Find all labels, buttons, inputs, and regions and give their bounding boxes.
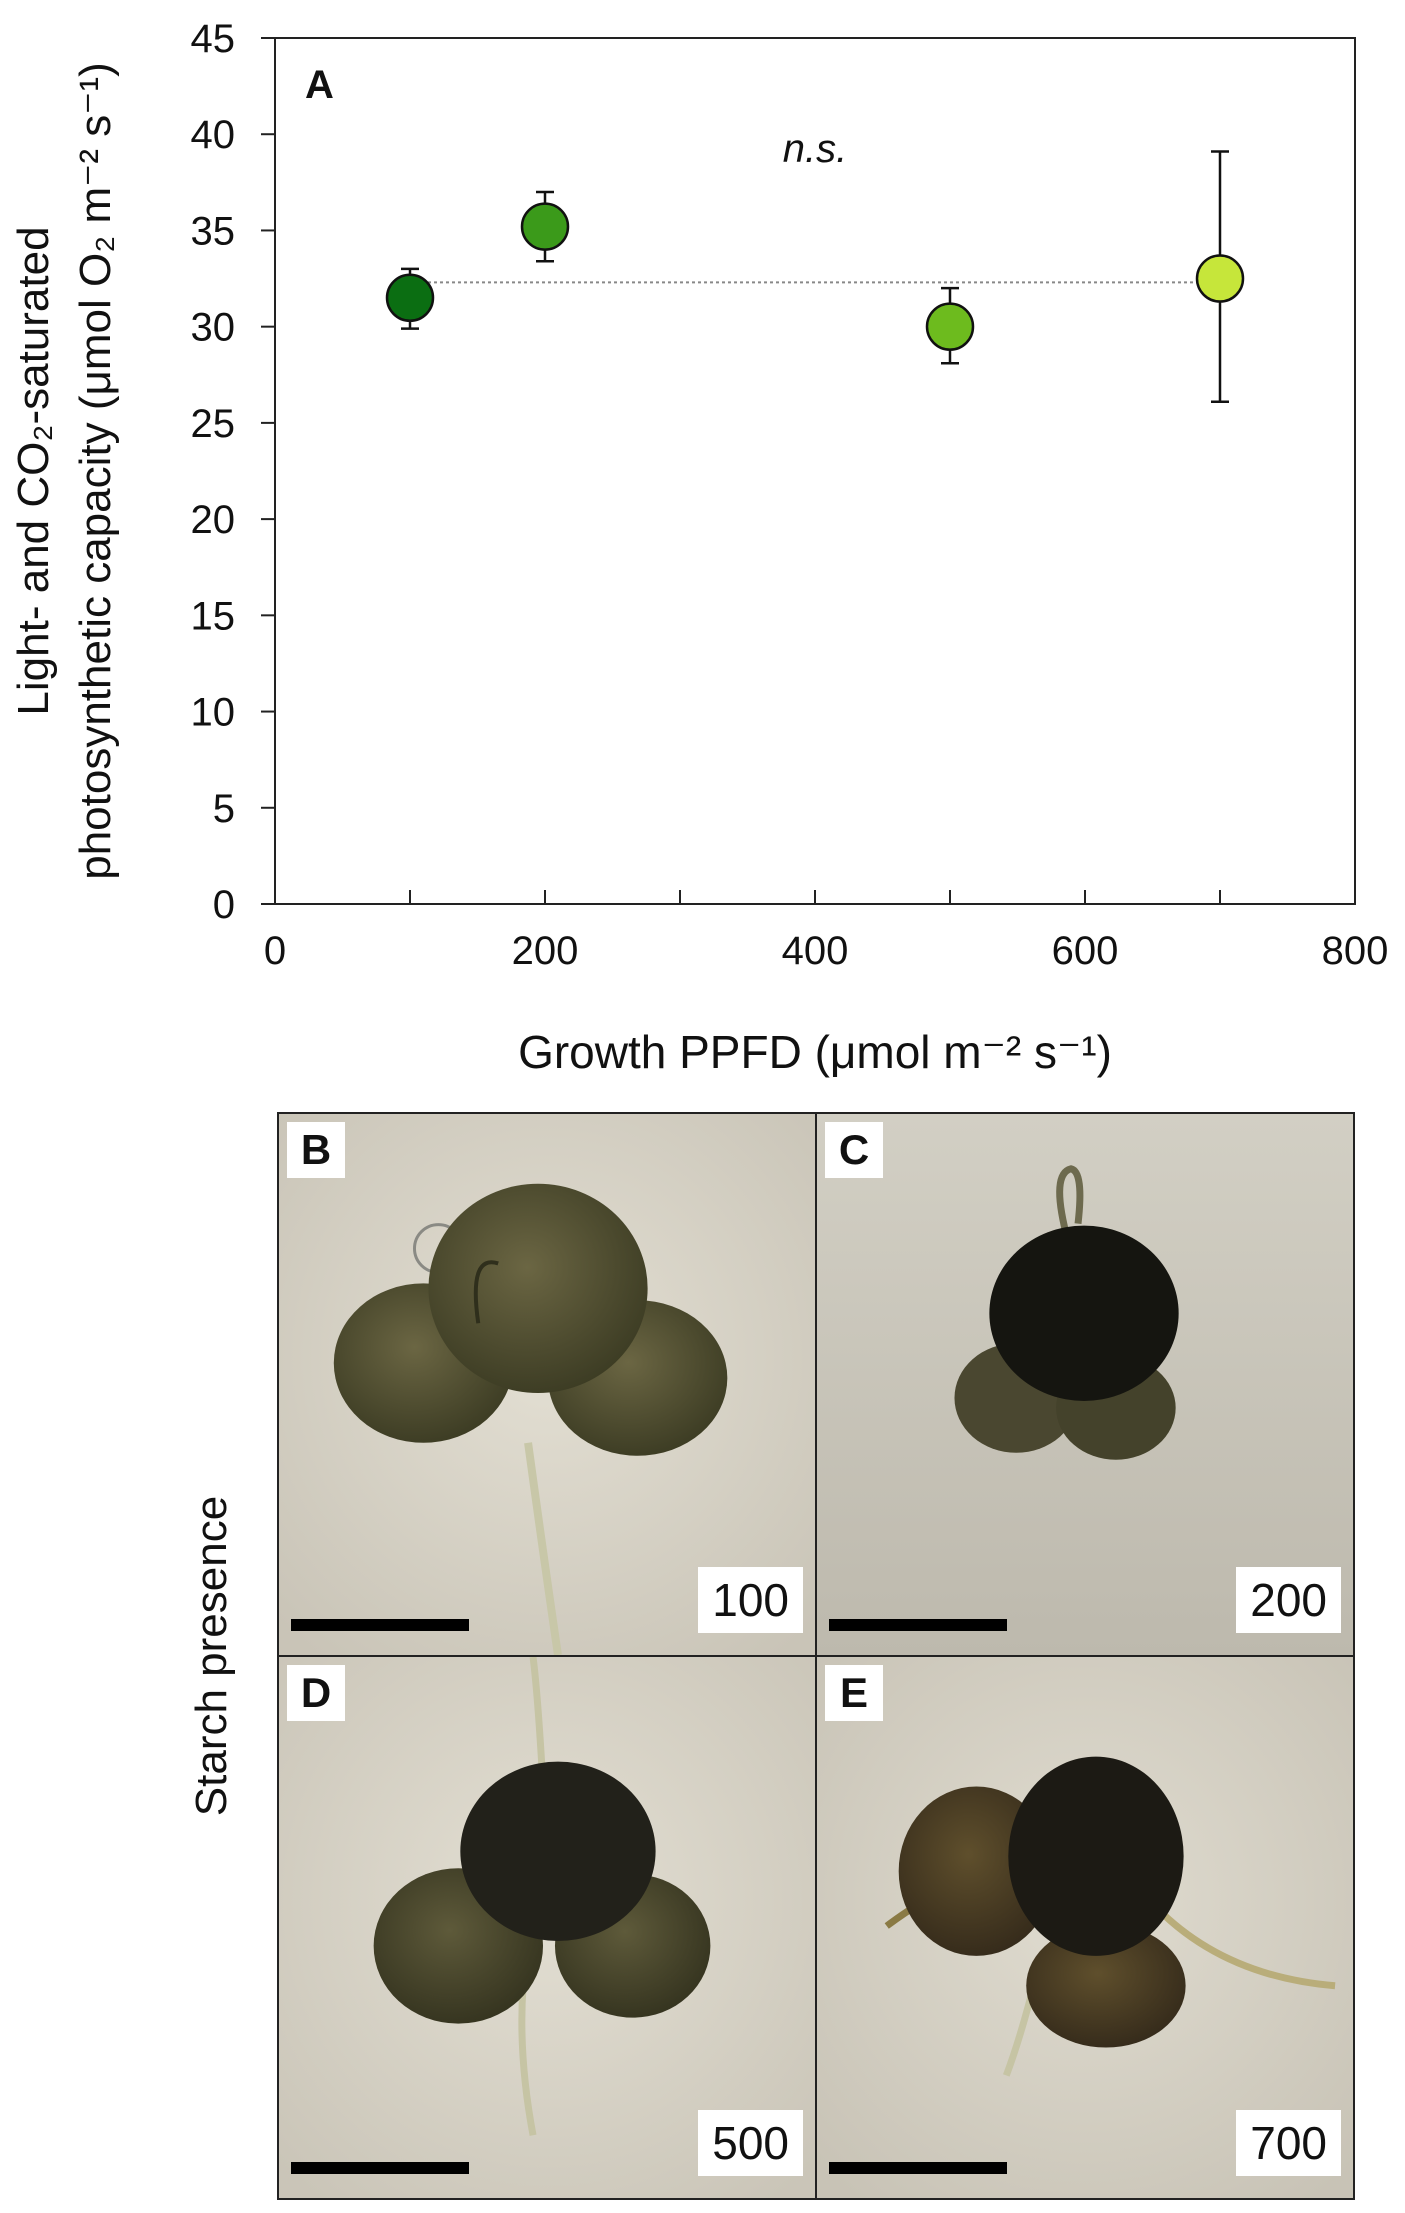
scale-bar-c bbox=[829, 1619, 1007, 1631]
y-axis-label-line1: Light- and CO₂-saturated bbox=[9, 226, 58, 715]
photo-panel-d: D 500 bbox=[279, 1657, 815, 2198]
panel-label-a: A bbox=[305, 63, 334, 107]
ns-annotation: n.s. bbox=[783, 127, 847, 171]
photo-panel-b: B 100 bbox=[279, 1114, 815, 1655]
data-points bbox=[385, 150, 1245, 403]
y-axis-label-line2: photosynthetic capacity (μmol O₂ m⁻² s⁻¹… bbox=[71, 62, 120, 880]
starch-presence-label: Starch presence bbox=[187, 1495, 236, 1817]
y-tick-label: 20 bbox=[191, 498, 236, 542]
y-tick-label: 25 bbox=[191, 402, 236, 446]
y-axis-ticks: 0 5 10 15 20 25 30 35 40 45 bbox=[191, 17, 275, 927]
panel-letter-d: D bbox=[287, 1665, 345, 1721]
y-tick-label: 35 bbox=[191, 209, 236, 253]
data-point-700 bbox=[1195, 254, 1245, 303]
photo-panel-c: C 200 bbox=[817, 1114, 1353, 1655]
y-tick-label: 30 bbox=[191, 306, 236, 350]
panel-letter-c: C bbox=[825, 1122, 883, 1178]
scale-bar-e bbox=[829, 2162, 1007, 2174]
y-tick-label: 0 bbox=[213, 883, 235, 927]
scale-bar-d bbox=[291, 2162, 469, 2174]
photo-panel-e: E 700 bbox=[817, 1657, 1353, 2198]
ppfd-label-d: 500 bbox=[698, 2110, 803, 2176]
x-axis-label: Growth PPFD (μmol m⁻² s⁻¹) bbox=[518, 1026, 1112, 1078]
plant-image-c bbox=[817, 1114, 1353, 1655]
data-point-100 bbox=[385, 273, 435, 323]
y-tick-label: 45 bbox=[191, 17, 236, 61]
ppfd-label-b: 100 bbox=[698, 1567, 803, 1633]
ppfd-label-c: 200 bbox=[1236, 1567, 1341, 1633]
data-point-500 bbox=[925, 302, 975, 351]
y-tick-label: 40 bbox=[191, 113, 236, 157]
panel-letter-e: E bbox=[825, 1665, 883, 1721]
starch-photo-grid: B 100 C 200 bbox=[277, 1112, 1355, 2200]
scale-bar-b bbox=[291, 1619, 469, 1631]
plant-image-e bbox=[817, 1657, 1353, 2198]
y-tick-label: 10 bbox=[191, 691, 236, 735]
x-tick-label: 0 bbox=[264, 929, 286, 973]
data-point-200 bbox=[520, 202, 570, 251]
y-tick-label: 15 bbox=[191, 594, 236, 638]
y-tick-label: 5 bbox=[213, 787, 235, 831]
x-tick-label: 200 bbox=[512, 929, 579, 973]
x-tick-label: 800 bbox=[1322, 929, 1389, 973]
panel-letter-b: B bbox=[287, 1122, 345, 1178]
ppfd-label-e: 700 bbox=[1236, 2110, 1341, 2176]
plant-image-d bbox=[279, 1657, 815, 2198]
x-axis-ticks: 0 200 400 600 800 bbox=[264, 890, 1389, 973]
x-tick-label: 400 bbox=[782, 929, 849, 973]
x-tick-label: 600 bbox=[1052, 929, 1119, 973]
plant-image-b bbox=[279, 1114, 815, 1655]
